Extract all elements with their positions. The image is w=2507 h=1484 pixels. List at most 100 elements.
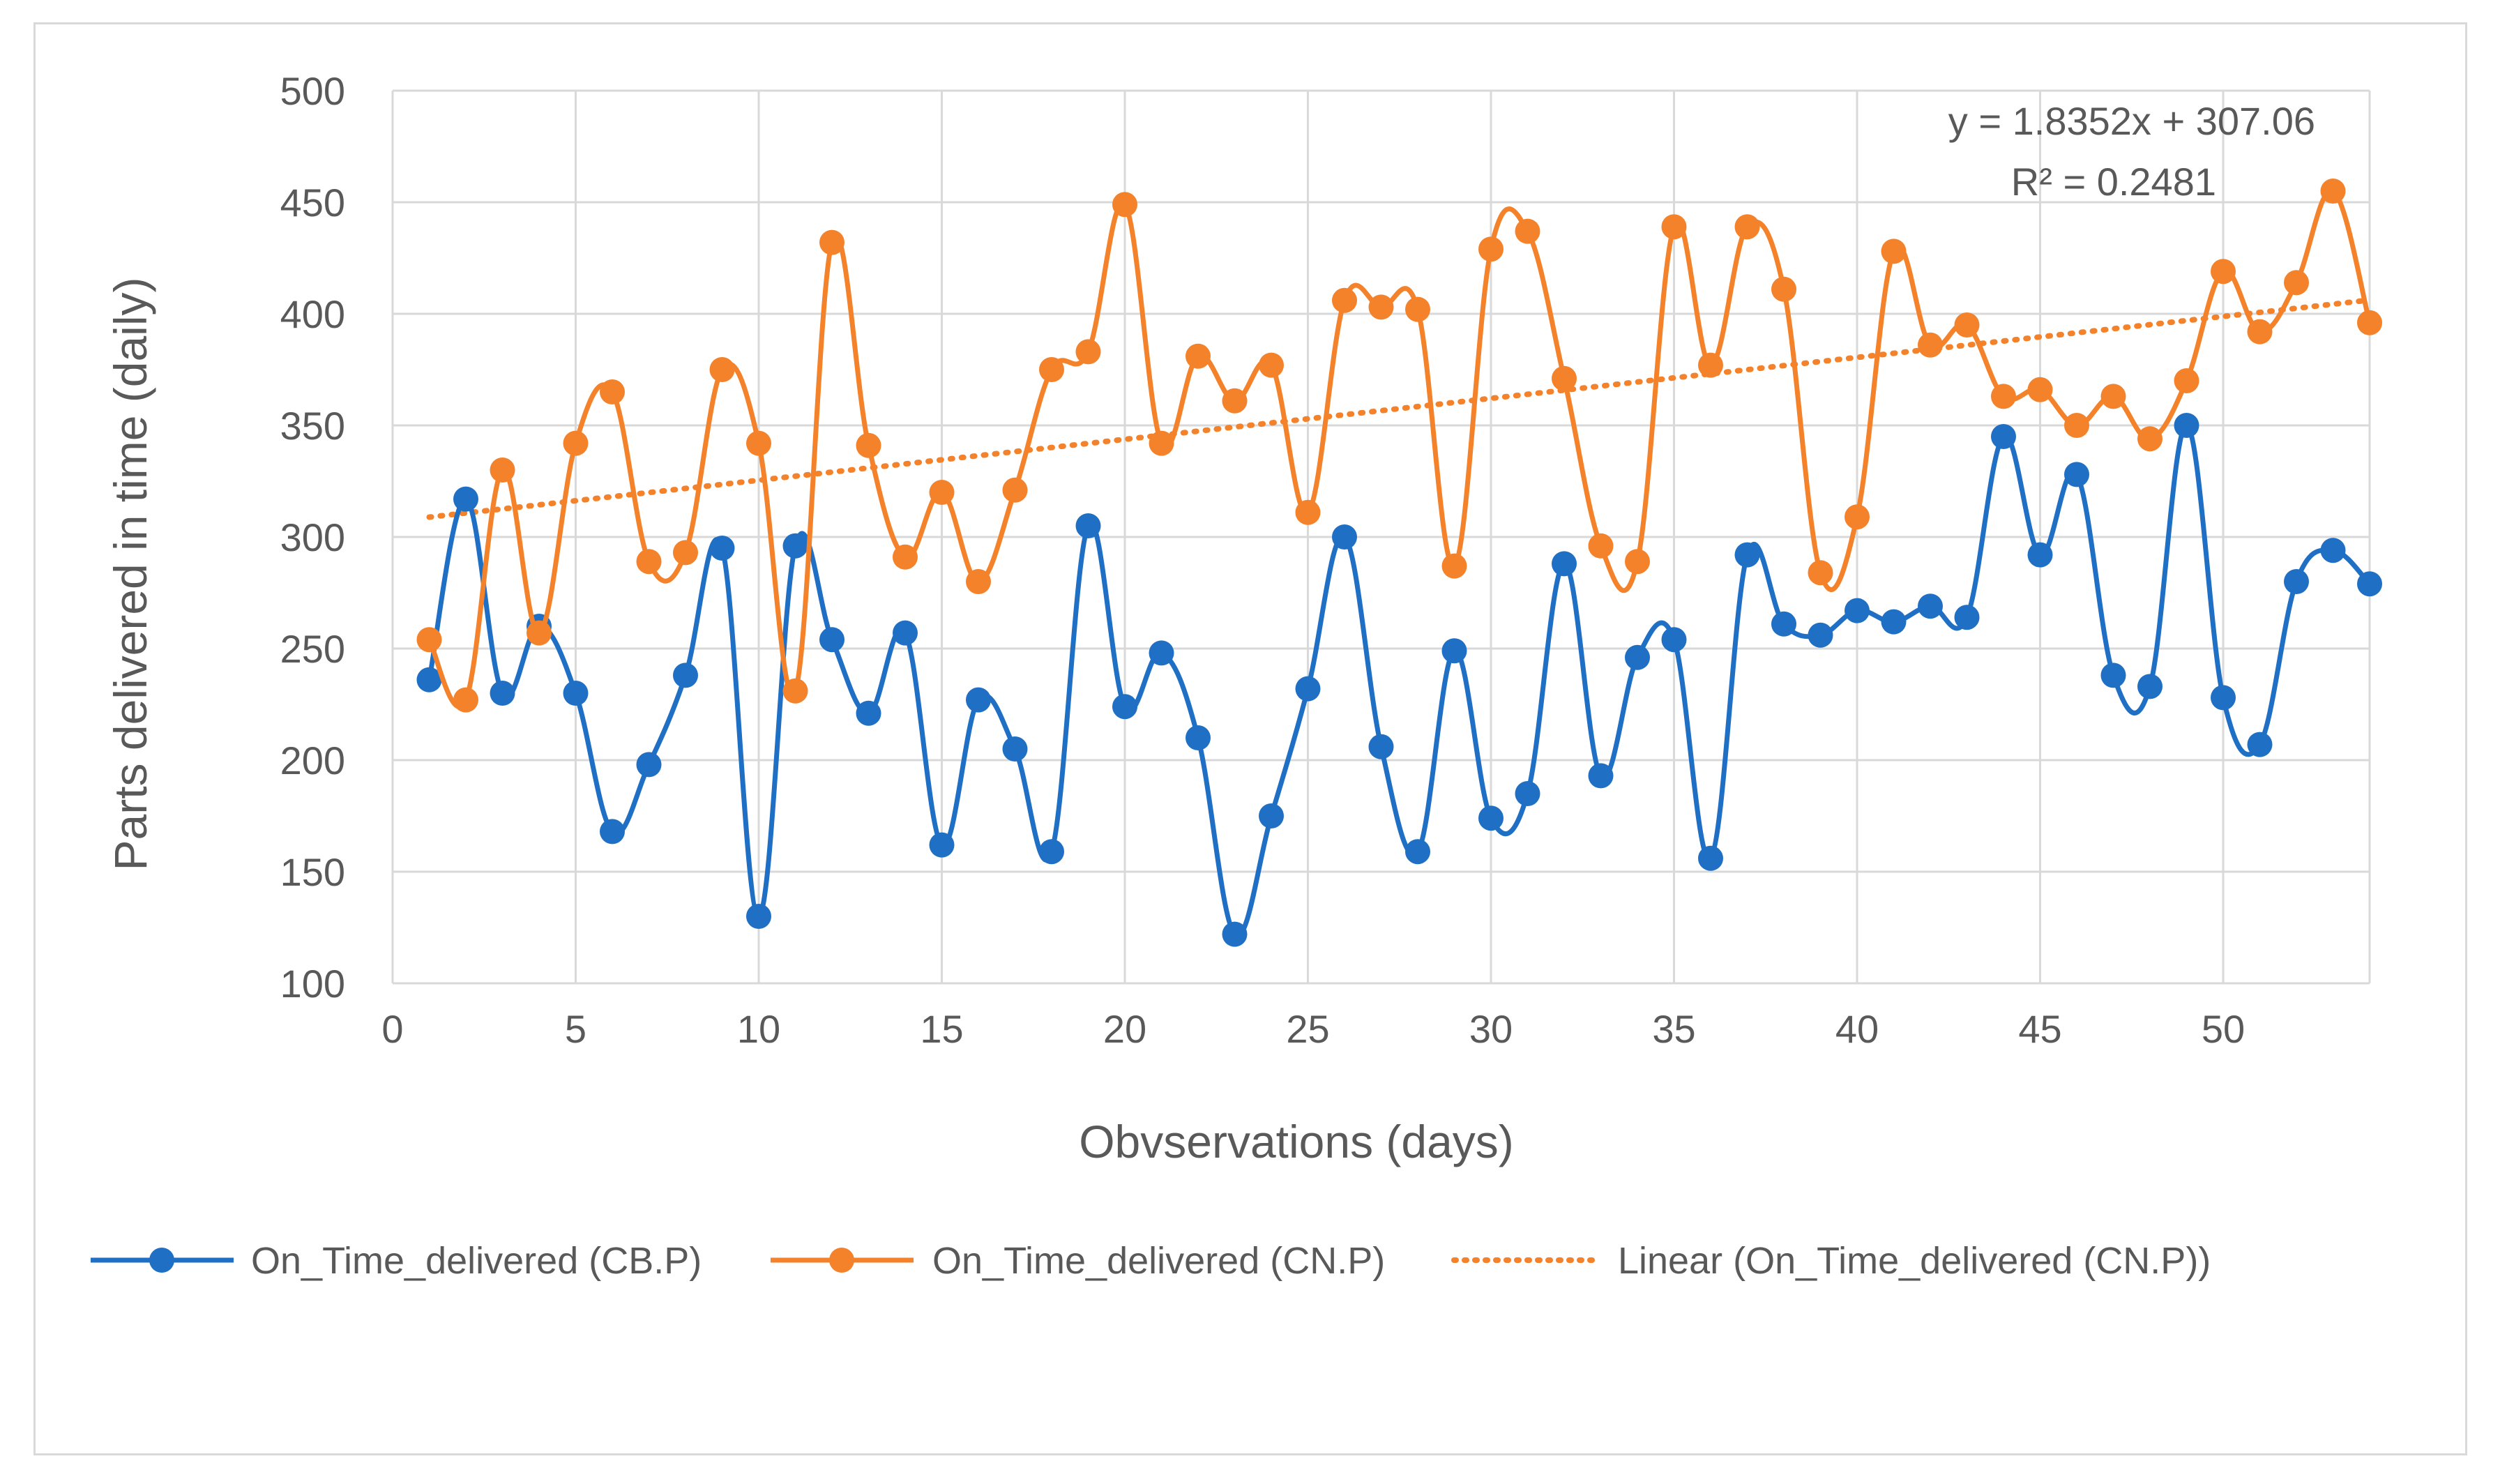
point-cbp-34: [1625, 644, 1650, 670]
point-cnp-1: [416, 627, 442, 653]
x-axis-title: Obvservations (days): [1079, 1116, 1514, 1167]
point-cbp-52: [2284, 569, 2309, 594]
point-cnp-26: [1332, 287, 1357, 313]
point-cbp-50: [2211, 685, 2236, 711]
point-cnp-54: [2357, 310, 2382, 335]
point-cnp-7: [636, 549, 662, 575]
point-cnp-38: [1771, 276, 1796, 302]
point-cbp-5: [563, 681, 589, 706]
point-cbp-21: [1149, 640, 1174, 666]
point-cnp-35: [1661, 214, 1687, 240]
point-cnp-33: [1588, 533, 1614, 559]
legend-item-cbp: On_Time_delivered (CB.P): [91, 1240, 702, 1282]
series-layer: [416, 179, 2382, 947]
trendline-equation: y = 1.8352x + 307.06: [1948, 99, 2315, 143]
trendline-linear-cnp: [426, 297, 2372, 520]
point-cnp-46: [2064, 413, 2089, 438]
legend-marker-cbp: [149, 1248, 174, 1273]
point-cbp-54: [2357, 571, 2382, 597]
y-tick-label-100: 100: [280, 962, 345, 1006]
point-cnp-28: [1405, 296, 1430, 322]
x-tick-label-35: 35: [1652, 1007, 1695, 1051]
y-tick-label-200: 200: [280, 739, 345, 782]
point-cbp-11: [782, 533, 808, 559]
point-cnp-30: [1478, 236, 1504, 262]
series-line-cbp: [427, 423, 2372, 939]
point-cbp-33: [1588, 763, 1614, 789]
point-cbp-3: [490, 681, 515, 706]
point-cbp-38: [1771, 611, 1796, 637]
legend-marker-cnp: [829, 1248, 854, 1273]
point-cnp-41: [1881, 238, 1907, 264]
point-cnp-19: [1075, 339, 1101, 365]
point-cnp-22: [1186, 343, 1211, 369]
legend-label-linear: Linear (On_Time_delivered (CN.P)): [1618, 1240, 2211, 1282]
point-cnp-9: [709, 357, 735, 382]
point-cbp-10: [746, 904, 771, 929]
point-cbp-37: [1734, 542, 1760, 568]
point-cnp-24: [1259, 352, 1284, 378]
point-cnp-16: [966, 569, 991, 594]
point-cnp-44: [1991, 384, 2016, 409]
legend-item-linear: Linear (On_Time_delivered (CN.P)): [1451, 1240, 2211, 1282]
point-cnp-39: [1808, 560, 1833, 586]
point-cnp-43: [1954, 312, 1980, 338]
point-cbp-6: [600, 819, 625, 845]
point-cbp-20: [1112, 694, 1137, 720]
x-axis-ticks: 0 5 10 15 20 25 30 35 40 45 50: [381, 1007, 2245, 1051]
point-cbp-27: [1368, 734, 1394, 759]
point-cnp-34: [1625, 549, 1650, 575]
point-cbp-43: [1954, 605, 1980, 630]
point-cbp-40: [1845, 598, 1870, 623]
point-cbp-16: [966, 687, 991, 713]
point-cbp-36: [1698, 845, 1723, 871]
series-line-cnp: [427, 188, 2372, 709]
point-cnp-11: [782, 678, 808, 704]
point-cbp-13: [856, 700, 881, 726]
point-cbp-17: [1002, 736, 1028, 762]
point-cnp-36: [1698, 352, 1723, 378]
series-cbp: [416, 413, 2382, 947]
y-tick-label-450: 450: [280, 181, 345, 225]
point-cnp-45: [2027, 377, 2053, 402]
point-cnp-6: [600, 379, 625, 404]
point-cbp-18: [1039, 839, 1064, 865]
legend-label-cnp: On_Time_delivered (CN.P): [932, 1240, 1385, 1282]
point-cnp-37: [1734, 214, 1760, 240]
x-tick-label-30: 30: [1469, 1007, 1513, 1051]
trendline-layer: [426, 297, 2372, 520]
y-tick-label-250: 250: [280, 627, 345, 671]
point-cbp-35: [1661, 627, 1687, 653]
point-cnp-31: [1515, 218, 1540, 244]
point-cbp-44: [1991, 424, 2016, 449]
point-cbp-22: [1186, 725, 1211, 750]
x-tick-label-50: 50: [2202, 1007, 2245, 1051]
point-cbp-23: [1222, 921, 1248, 947]
grid: [391, 89, 2371, 985]
point-cbp-45: [2027, 542, 2053, 568]
point-cbp-8: [673, 662, 698, 688]
point-cnp-14: [893, 544, 918, 570]
point-cbp-47: [2100, 662, 2126, 688]
point-cbp-41: [1881, 609, 1907, 635]
point-cnp-21: [1149, 430, 1174, 456]
point-cbp-19: [1075, 513, 1101, 538]
point-cbp-32: [1552, 551, 1577, 577]
point-cbp-15: [929, 832, 955, 858]
legend-label-cbp: On_Time_delivered (CB.P): [251, 1240, 702, 1282]
point-cbp-1: [416, 667, 442, 692]
point-cnp-20: [1112, 192, 1137, 218]
point-cnp-32: [1552, 365, 1577, 391]
x-tick-label-25: 25: [1286, 1007, 1329, 1051]
point-cnp-3: [490, 457, 515, 483]
point-cnp-5: [563, 430, 589, 456]
y-tick-label-350: 350: [280, 404, 345, 448]
point-cbp-12: [819, 627, 844, 653]
legend-item-cnp: On_Time_delivered (CN.P): [771, 1240, 1385, 1282]
x-tick-label-20: 20: [1103, 1007, 1146, 1051]
point-cbp-53: [2320, 538, 2346, 563]
point-cnp-12: [819, 229, 844, 255]
point-cbp-46: [2064, 462, 2089, 487]
point-cbp-9: [709, 536, 735, 561]
